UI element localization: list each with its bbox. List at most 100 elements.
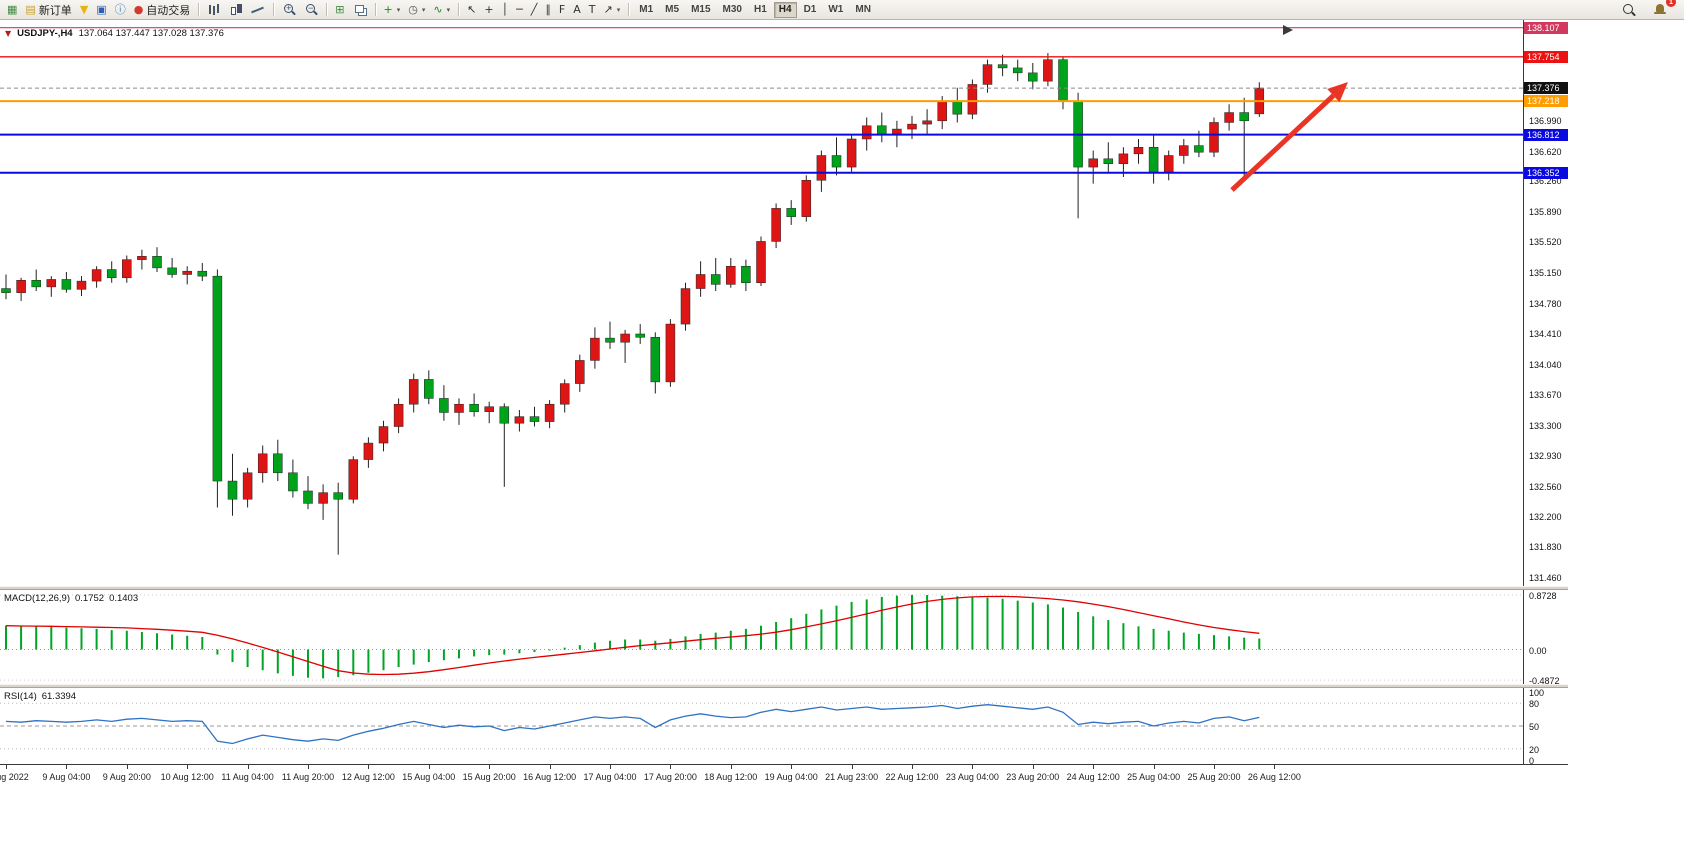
time-tick xyxy=(428,765,430,769)
macd-axis-label: 0.8728 xyxy=(1529,590,1557,601)
crosshair-tool-button[interactable]: + xyxy=(480,0,497,20)
time-label: 8 Aug 2022 xyxy=(0,772,29,782)
label-tool-button[interactable]: T xyxy=(585,0,600,20)
fibonacci-tool-button[interactable]: F xyxy=(555,0,569,20)
time-label: 23 Aug 04:00 xyxy=(945,772,999,782)
crosshair-tool-icon: + xyxy=(484,2,494,16)
zoom-in-button[interactable] xyxy=(278,0,300,20)
vertical-line-tool-button[interactable]: │ xyxy=(498,0,513,20)
time-tick xyxy=(6,765,7,769)
time-label: 11 Aug 04:00 xyxy=(221,772,274,782)
timeframe-m30-button[interactable]: M30 xyxy=(722,3,742,15)
shapes-tool-button[interactable]: ↗ ▾ xyxy=(600,0,625,20)
new-chart-menu-icon: + xyxy=(383,2,393,16)
timeframe-m15-button[interactable]: M15 xyxy=(691,3,711,15)
price-tick-label: 136.990 xyxy=(1529,115,1562,126)
rsi-axis-label: 80 xyxy=(1529,699,1540,710)
price-axis[interactable]: 136.990 136.620 136.260 135.890 135.520 135.1… xyxy=(1524,20,1584,786)
timeframe-m5-button[interactable]: M5 xyxy=(665,3,680,15)
rsi-axis-label: 20 xyxy=(1529,744,1540,755)
rsi-value: 61.3394 xyxy=(41,691,77,702)
timeframe-m1-button[interactable]: M1 xyxy=(639,3,654,15)
time-tick xyxy=(247,765,249,769)
hline-price-box[interactable]: 137.218 xyxy=(1524,95,1568,108)
macd-histogram xyxy=(5,594,1261,679)
channel-tool-icon: ∥ xyxy=(545,2,551,16)
new-chart-menu-button[interactable]: + ▾ xyxy=(380,0,405,20)
chart-title: ▼ USDJPY-,H4 137.064 137.447 137.028 137… xyxy=(5,28,224,39)
text-tool-button[interactable]: A xyxy=(569,0,585,20)
time-tick xyxy=(126,765,128,769)
time-tick xyxy=(368,765,370,769)
time-label: 26 Aug 12:00 xyxy=(1247,772,1301,782)
periods-menu-icon: ◷ xyxy=(408,2,418,16)
time-tick xyxy=(187,765,189,769)
timeframe-h1-button[interactable]: H1 xyxy=(753,3,767,15)
bar-chart-icon xyxy=(207,3,221,16)
search-icon xyxy=(1621,3,1635,16)
profiles-button[interactable]: ▼ xyxy=(76,0,92,20)
macd-chart[interactable] xyxy=(0,590,1523,684)
auto-trading-button[interactable]: ● 自动交易 xyxy=(130,0,195,20)
timeframe-d1-button[interactable]: D1 xyxy=(803,3,817,15)
time-tick xyxy=(1274,765,1276,769)
hline-price-box[interactable]: 136.352 xyxy=(1524,166,1568,179)
time-label: 9 Aug 04:00 xyxy=(42,772,91,782)
channel-tool-button[interactable]: ∥ xyxy=(541,0,555,20)
toolbar-separator xyxy=(326,3,328,16)
horizontal-lines[interactable] xyxy=(0,27,1523,174)
new-chart-button[interactable]: ▦ xyxy=(3,0,21,20)
market-watch-button[interactable]: ▣ xyxy=(92,0,110,20)
toolbar: ▦▤新订单▼▣ⓘ●自动交易⊞+▾◷▾∿▾↖+│─╱∥FAT↗▾M1M5M15M3… xyxy=(0,0,1684,20)
search-button[interactable] xyxy=(1617,0,1639,20)
line-chart-icon xyxy=(251,3,265,16)
periods-menu-button[interactable]: ◷ ▾ xyxy=(404,0,429,20)
cursor-tool-button[interactable]: ↖ xyxy=(463,0,480,20)
pane-separator[interactable] xyxy=(0,684,1568,688)
bar-chart-button[interactable] xyxy=(203,0,225,20)
chart-window: ▼ USDJPY-,H4 137.064 137.447 137.028 137… xyxy=(0,20,1684,844)
timeframe-w1-button[interactable]: W1 xyxy=(828,3,844,15)
chevron-down-icon: ▾ xyxy=(396,5,401,14)
hline-price-box[interactable]: 138.107 xyxy=(1524,21,1568,34)
time-tick xyxy=(730,765,732,769)
hline-price-box[interactable]: 137.754 xyxy=(1524,50,1568,63)
candlestick-chart-button[interactable] xyxy=(225,0,247,20)
market-watch-icon: ▣ xyxy=(96,2,107,16)
chart-shift-marker-icon[interactable] xyxy=(1283,25,1293,35)
hline-price-box[interactable]: 136.812 xyxy=(1524,128,1568,141)
text-tool-icon: A xyxy=(573,2,581,16)
price-chart[interactable] xyxy=(0,20,1523,586)
horizontal-line-tool-button[interactable]: ─ xyxy=(512,0,527,20)
price-tick-label: 134.410 xyxy=(1529,329,1562,340)
data-window-button[interactable]: ⓘ xyxy=(111,0,130,20)
price-tick-label: 135.890 xyxy=(1529,206,1562,217)
indicators-menu-button[interactable]: ∿ ▾ xyxy=(429,0,454,20)
new-order-button[interactable]: ▤ 新订单 xyxy=(21,0,75,20)
time-tick xyxy=(549,765,551,769)
time-label: 15 Aug 20:00 xyxy=(462,772,516,782)
vertical-line-tool-icon: │ xyxy=(501,2,509,16)
chevron-down-icon: ▾ xyxy=(616,5,621,14)
cascade-windows-button[interactable] xyxy=(349,0,371,20)
notification-badge: 1 xyxy=(1666,0,1676,7)
rsi-chart[interactable] xyxy=(0,688,1523,764)
notifications-button[interactable]: 1 xyxy=(1649,0,1676,20)
chart-symbol-icon: ▼ xyxy=(5,29,12,38)
new-chart-icon: ▦ xyxy=(7,2,18,16)
chevron-down-icon: ▾ xyxy=(421,5,426,14)
time-axis[interactable]: 8 Aug 2022 9 Aug 04:00 9 Aug 20:00 10 Aug 1… xyxy=(0,764,1568,787)
time-tick xyxy=(610,765,611,769)
zoom-out-button[interactable] xyxy=(300,0,322,20)
trend-arrow[interactable] xyxy=(1230,82,1348,192)
time-label: 23 Aug 20:00 xyxy=(1006,772,1060,782)
toolbar-separator xyxy=(628,3,630,16)
tile-windows-button[interactable]: ⊞ xyxy=(331,0,348,20)
trendline-tool-button[interactable]: ╱ xyxy=(527,0,542,20)
line-chart-button[interactable] xyxy=(247,0,269,20)
macd-name: MACD(12,26,9) xyxy=(4,593,70,604)
pane-separator[interactable] xyxy=(0,586,1568,590)
timeframe-h4-button[interactable]: H4 xyxy=(773,1,797,18)
timeframe-mn-button[interactable]: MN xyxy=(855,3,871,15)
rsi-axis-label: 50 xyxy=(1529,722,1540,732)
